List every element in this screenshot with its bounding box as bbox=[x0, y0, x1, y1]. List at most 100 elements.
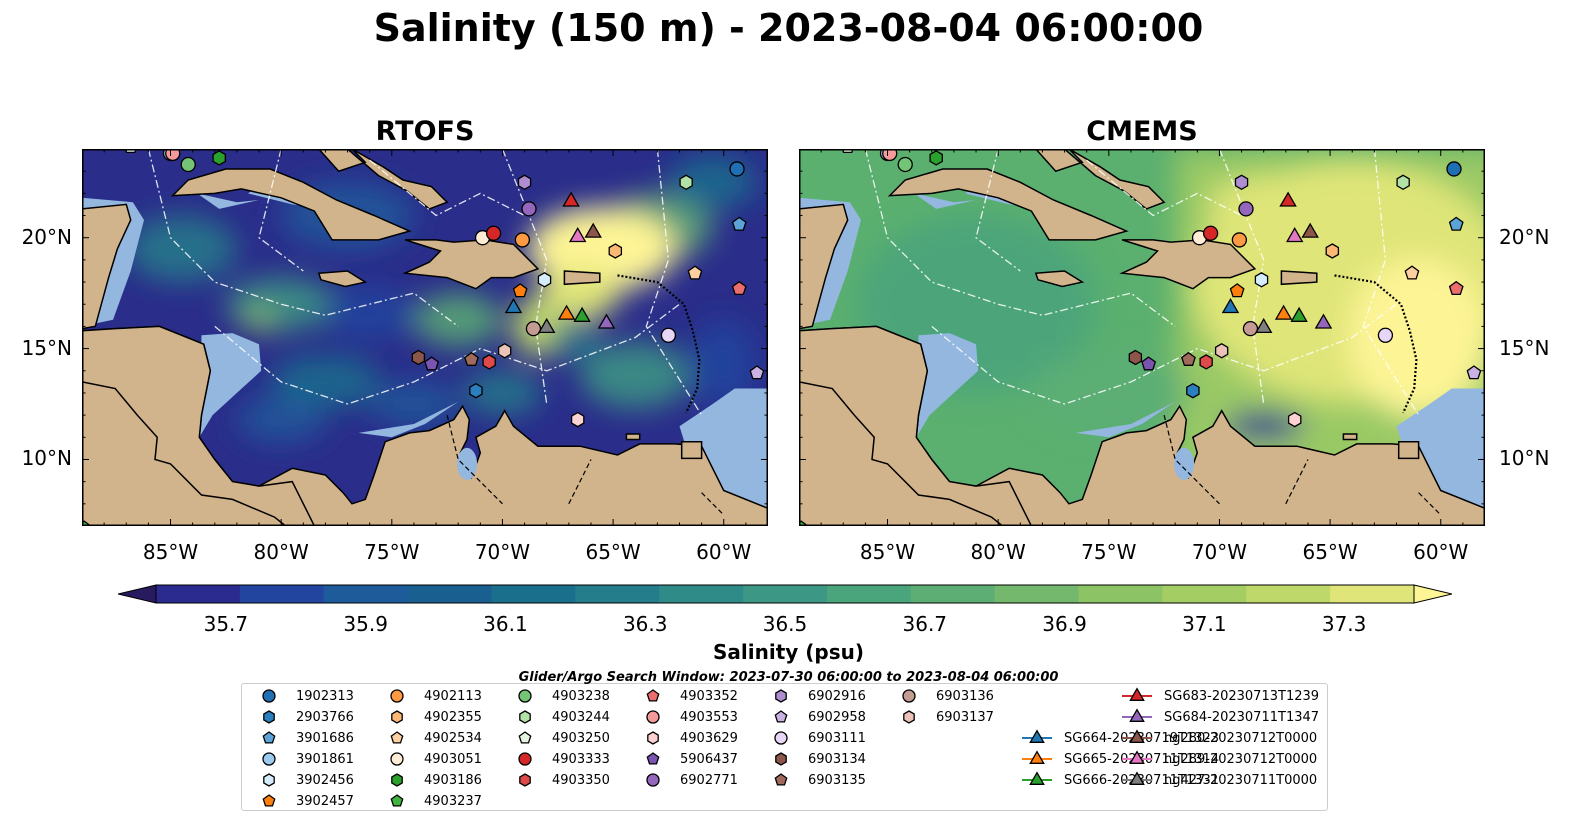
float-marker-1902313 bbox=[1446, 161, 1462, 177]
legend-marker-icon bbox=[519, 773, 531, 787]
legend-label: 4903250 bbox=[552, 730, 610, 746]
legend-marker-icon bbox=[903, 710, 915, 724]
map-rtofs bbox=[82, 149, 768, 526]
legend-item: 6903136 bbox=[892, 686, 994, 706]
legend-item: 4903333 bbox=[508, 749, 610, 769]
lon-tick-label: 85°W bbox=[859, 540, 916, 564]
legend-label: 4903244 bbox=[552, 709, 610, 725]
colorbar-segment bbox=[323, 585, 409, 603]
legend-label: 6903135 bbox=[808, 772, 866, 788]
legend-item: 6903134 bbox=[764, 749, 866, 769]
float-marker-3902456 bbox=[1254, 272, 1269, 288]
float-marker-4903553 bbox=[882, 149, 898, 162]
colorbar-segment bbox=[659, 585, 744, 603]
glider-marker-ng280-20230712T0000 bbox=[1301, 222, 1319, 238]
legend-marker-icon bbox=[519, 710, 531, 724]
legend-marker-icon bbox=[647, 731, 659, 745]
legend-label: 4902355 bbox=[424, 709, 482, 725]
legend-label: 4903238 bbox=[552, 688, 610, 704]
legend-marker-icon bbox=[774, 710, 788, 723]
legend-marker-icon bbox=[1122, 750, 1152, 764]
legend-marker-icon bbox=[262, 752, 276, 766]
float-marker-2903766 bbox=[1186, 382, 1200, 399]
legend-item: SG684-20230711T1347 bbox=[1120, 707, 1319, 727]
colorbar-tick-label: 36.3 bbox=[622, 612, 668, 636]
glider-marker-SG684-20230711T1347 bbox=[597, 313, 616, 329]
colorbar-tick-label: 35.7 bbox=[203, 612, 249, 636]
legend-item: 4903244 bbox=[508, 707, 610, 727]
legend-label: ng280-20230712T0000 bbox=[1164, 730, 1318, 746]
legend-item: 4903629 bbox=[636, 728, 738, 748]
lon-tick-label: 65°W bbox=[1302, 540, 1358, 564]
float-marker-4902534 bbox=[687, 265, 703, 280]
lon-tick-label: 80°W bbox=[253, 540, 309, 564]
legend-marker-icon bbox=[263, 710, 275, 724]
lat-tick-label: 15°N bbox=[21, 335, 72, 360]
legend-label: 4903333 bbox=[552, 751, 610, 767]
glider-marker-ng289-20230712T0000 bbox=[1285, 226, 1304, 243]
legend-label: ng289-20230712T0000 bbox=[1164, 751, 1318, 767]
legend-label: 4903352 bbox=[680, 688, 738, 704]
legend-label: 6902958 bbox=[808, 709, 866, 725]
float-marker-6902916 bbox=[517, 174, 532, 191]
float-marker-4903238 bbox=[180, 156, 196, 173]
legend-marker-icon bbox=[1122, 687, 1152, 701]
legend-label: 1902313 bbox=[296, 688, 354, 704]
legend-item: 4902113 bbox=[380, 686, 482, 706]
colorbar-extend-low bbox=[118, 584, 157, 604]
legend-marker-icon bbox=[646, 689, 660, 702]
glider-marker-SG683-20230713T1239 bbox=[562, 191, 580, 207]
float-marker-4903244 bbox=[1396, 174, 1410, 191]
float-marker-1902313 bbox=[729, 161, 745, 177]
legend-marker-icon bbox=[646, 752, 660, 765]
legend-marker-icon bbox=[391, 773, 403, 787]
legend-marker-icon bbox=[390, 752, 404, 766]
float-marker-6902958 bbox=[749, 365, 765, 380]
legend-item: 3902457 bbox=[252, 791, 354, 811]
float-marker-4903352 bbox=[731, 280, 747, 296]
lon-tick-label: 65°W bbox=[585, 540, 641, 564]
legend-label: 6903136 bbox=[936, 688, 994, 704]
float-marker-4903186 bbox=[929, 150, 943, 166]
legend-item: 5906437 bbox=[636, 749, 738, 769]
search-window-text: Glider/Argo Search Window: 2023-07-30 06… bbox=[518, 670, 1059, 685]
colorbar-tick-label: 36.7 bbox=[902, 612, 948, 636]
glider-marker-ng280-20230712T0000 bbox=[584, 222, 602, 238]
float-marker-4902534 bbox=[1404, 265, 1420, 280]
legend-label: 3901861 bbox=[296, 751, 354, 767]
legend-marker-icon bbox=[775, 689, 787, 703]
colorbar-tick-label: 37.1 bbox=[1182, 612, 1227, 636]
legend-item: 6903111 bbox=[764, 728, 866, 748]
panel-title-cmems: CMEMS bbox=[1086, 116, 1198, 147]
lat-tick-label: 15°N bbox=[1499, 335, 1550, 360]
legend-label: 6903111 bbox=[808, 730, 866, 746]
legend-item: 4903051 bbox=[380, 749, 482, 769]
glider-marker-ng427-20230711T0000 bbox=[537, 317, 556, 334]
float-marker-4903629 bbox=[570, 411, 585, 428]
colorbar-segment bbox=[575, 585, 660, 603]
legend-marker-icon bbox=[646, 710, 660, 724]
legend-label: 4903553 bbox=[680, 709, 738, 725]
float-marker-3901686 bbox=[1448, 216, 1464, 231]
colorbar-label: Salinity (psu) bbox=[712, 640, 864, 664]
float-marker-4903244 bbox=[679, 174, 693, 191]
legend-label: 4903051 bbox=[424, 751, 482, 767]
legend-item: 1902313 bbox=[252, 686, 354, 706]
glider-marker-SG684-20230711T1347 bbox=[1314, 313, 1333, 329]
legend-label: SG683-20230713T1239 bbox=[1164, 688, 1320, 704]
lat-tick-label: 10°N bbox=[1499, 446, 1550, 471]
colorbar-segment bbox=[994, 585, 1080, 603]
colorbar-tick-label: 36.1 bbox=[483, 612, 528, 636]
float-marker-4903238 bbox=[897, 156, 913, 173]
float-marker-6903136 bbox=[525, 320, 542, 337]
legend-label: 4902534 bbox=[424, 730, 482, 746]
float-marker-4903352 bbox=[1448, 280, 1464, 296]
panel-title-rtofs: RTOFS bbox=[375, 116, 475, 147]
colorbar-tick-label: 37.3 bbox=[1321, 612, 1367, 636]
lon-tick-label: 70°W bbox=[474, 540, 531, 564]
glider-marker-SG666-20230711T1331 bbox=[1290, 306, 1308, 322]
legend-label: 4903350 bbox=[552, 772, 610, 788]
legend-label: 4902113 bbox=[424, 688, 482, 704]
legend-marker-icon bbox=[1022, 771, 1052, 785]
legend-item: 6902916 bbox=[764, 686, 866, 706]
